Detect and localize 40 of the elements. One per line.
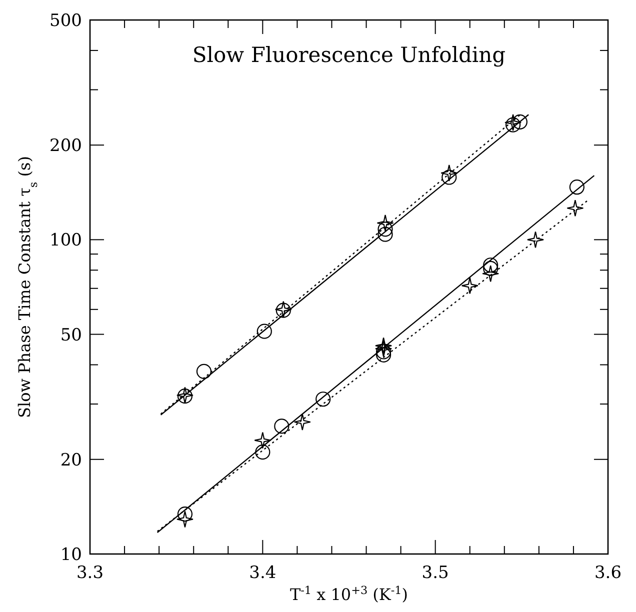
point (569, 180, 584, 195)
point (566, 200, 584, 217)
point (376, 347, 392, 362)
x-tick-label: 3.6 (594, 563, 622, 583)
point (483, 260, 498, 276)
point (512, 114, 528, 130)
point (376, 214, 394, 232)
x-tick-label: 3.4 (249, 563, 276, 583)
point (374, 340, 392, 358)
point (176, 510, 194, 528)
point (274, 418, 290, 434)
x-tick-label: 3.5 (422, 563, 449, 583)
point (526, 231, 544, 248)
point (442, 170, 457, 185)
point (256, 324, 272, 339)
point (376, 344, 392, 360)
point (177, 506, 193, 522)
y-tick-label: 500 (50, 11, 82, 31)
point (196, 364, 212, 379)
y-tick-label: 10 (60, 545, 82, 565)
point (294, 413, 311, 431)
x-tick-label: 3.3 (76, 563, 104, 583)
point (255, 444, 270, 460)
point (378, 226, 393, 242)
point (505, 117, 521, 132)
y-tick-label: 20 (60, 450, 82, 470)
y-tick-label: 50 (60, 325, 82, 346)
text: Slow Fluorescence Unfolding (192, 43, 506, 67)
point (378, 222, 393, 237)
y-tick-label: 100 (50, 230, 82, 251)
y-tick-label: 200 (50, 136, 82, 156)
point (316, 392, 331, 407)
point (504, 114, 522, 132)
point (483, 258, 498, 273)
x-axis-title: T$^{-1}$ x 10$^{+3}$ (K$^{-1}$) (290, 584, 408, 604)
point (374, 337, 392, 354)
point (482, 265, 500, 282)
point (461, 277, 478, 294)
point (254, 432, 272, 449)
point (440, 164, 458, 182)
